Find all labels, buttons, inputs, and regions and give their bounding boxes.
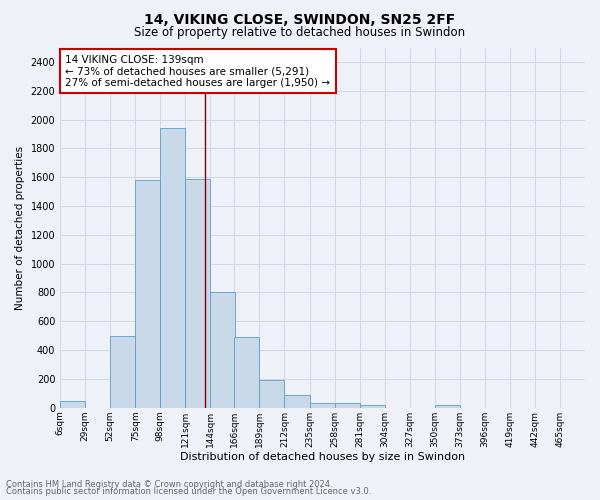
Bar [185, 178, 211, 408]
Bar [335, 404, 359, 408]
Bar [60, 400, 85, 408]
Bar [110, 336, 135, 408]
Text: Contains HM Land Registry data © Crown copyright and database right 2024.: Contains HM Land Registry data © Crown c… [6, 480, 332, 489]
Y-axis label: Number of detached properties: Number of detached properties [15, 146, 25, 310]
Bar [435, 405, 460, 408]
Text: Size of property relative to detached houses in Swindon: Size of property relative to detached ho… [134, 26, 466, 39]
Text: 14, VIKING CLOSE, SWINDON, SN25 2FF: 14, VIKING CLOSE, SWINDON, SN25 2FF [145, 12, 455, 26]
Text: 14 VIKING CLOSE: 139sqm
← 73% of detached houses are smaller (5,291)
27% of semi: 14 VIKING CLOSE: 139sqm ← 73% of detache… [65, 54, 331, 88]
Text: Contains public sector information licensed under the Open Government Licence v3: Contains public sector information licen… [6, 487, 371, 496]
Bar [135, 180, 160, 408]
Bar [160, 128, 185, 408]
Bar [211, 292, 235, 408]
Bar [284, 395, 310, 408]
Bar [235, 337, 259, 408]
Bar [359, 405, 385, 408]
Bar [259, 380, 284, 408]
X-axis label: Distribution of detached houses by size in Swindon: Distribution of detached houses by size … [180, 452, 465, 462]
Bar [310, 402, 335, 408]
